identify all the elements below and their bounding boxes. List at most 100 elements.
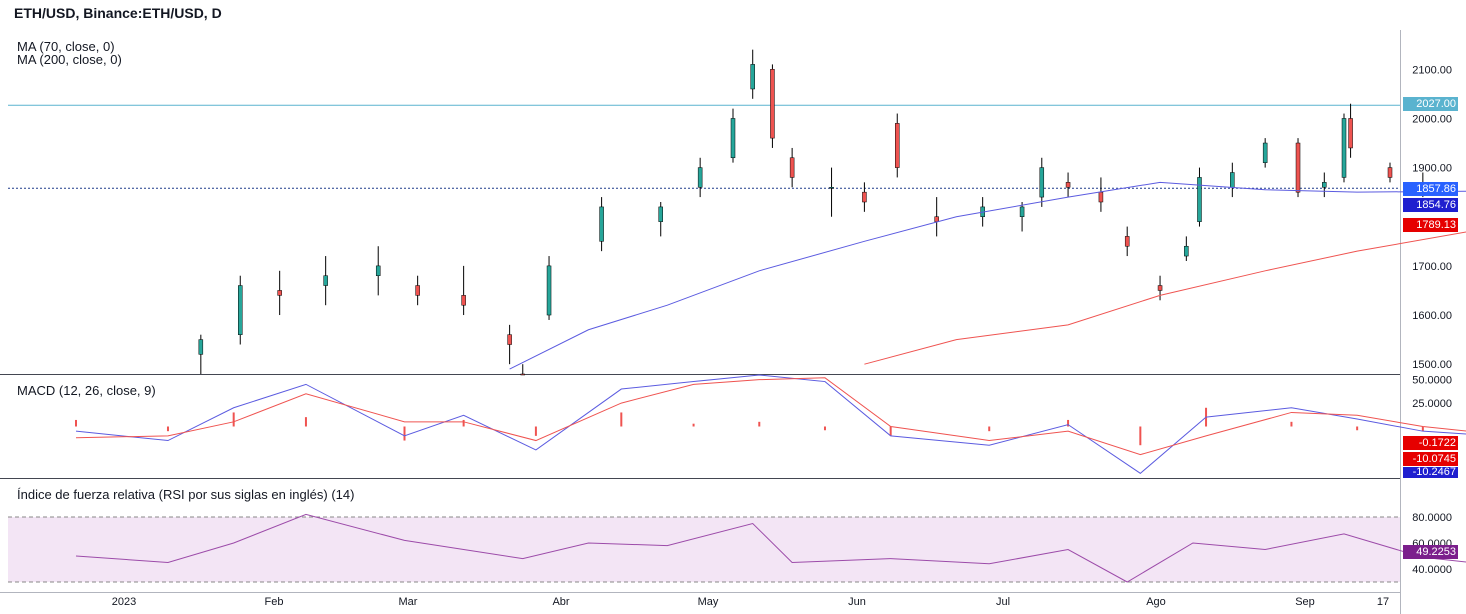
candle-body bbox=[1295, 142, 1301, 193]
candle bbox=[1262, 138, 1268, 168]
macd-line bbox=[75, 374, 1466, 474]
candle-body bbox=[323, 275, 328, 286]
candle bbox=[770, 64, 775, 148]
candle-body bbox=[1098, 191, 1104, 203]
macd-hist-tag: -0.1722 bbox=[1403, 436, 1458, 450]
time-axis[interactable]: 2023 Feb Mar Abr May Jun Jul Ago Sep 17 bbox=[112, 596, 1389, 608]
candle bbox=[277, 270, 282, 316]
candle-body bbox=[546, 265, 552, 316]
candle bbox=[658, 202, 663, 237]
candle bbox=[1065, 172, 1071, 198]
candle bbox=[730, 108, 736, 163]
macd-layer bbox=[75, 374, 1466, 474]
rsi-tick-label: 80.0000 bbox=[1412, 512, 1452, 524]
price-tick-label: 1900.00 bbox=[1412, 163, 1452, 175]
candle bbox=[789, 147, 795, 188]
candle bbox=[1039, 157, 1045, 207]
macd-legend[interactable]: MACD (12, 26, close, 9) bbox=[17, 383, 156, 398]
candle bbox=[520, 364, 526, 376]
candle-body bbox=[934, 216, 939, 222]
candle-group bbox=[198, 49, 1426, 376]
candle-body bbox=[375, 265, 381, 276]
time-tick-label: May bbox=[698, 596, 719, 608]
candle-body bbox=[1348, 118, 1353, 149]
candle bbox=[895, 113, 900, 178]
candle bbox=[323, 256, 328, 306]
ma70-legend[interactable]: MA (70, close, 0) bbox=[17, 39, 115, 54]
rsi-line bbox=[75, 513, 1466, 583]
candle bbox=[198, 334, 204, 374]
candle bbox=[1184, 236, 1189, 261]
macd-axis[interactable]: 50.0000 25.0000 bbox=[1412, 375, 1452, 410]
candle bbox=[1157, 275, 1163, 301]
price-axis[interactable]: 2100.00 2000.00 1900.00 1700.00 1600.00 1500.… bbox=[1412, 64, 1452, 371]
candle-body bbox=[658, 206, 663, 222]
candle-body bbox=[507, 334, 512, 345]
candle bbox=[1124, 226, 1130, 257]
ma200-line bbox=[864, 231, 1466, 365]
time-tick-label: Sep bbox=[1295, 596, 1315, 608]
rsi-legend[interactable]: Índice de fuerza relativa (RSI por sus s… bbox=[17, 487, 355, 502]
ma70-line bbox=[509, 181, 1466, 370]
candle-body bbox=[789, 157, 795, 178]
candle bbox=[1295, 138, 1301, 198]
ma70-price-tag: 1854.76 bbox=[1403, 198, 1458, 212]
rsi-layer bbox=[75, 513, 1466, 583]
resistance-price-tag: 2027.00 bbox=[1403, 97, 1458, 111]
price-tick-label: 1700.00 bbox=[1412, 261, 1452, 273]
candle-body bbox=[1262, 142, 1268, 163]
candle-body bbox=[520, 373, 526, 376]
rsi-value-tag: 49.2253 bbox=[1403, 545, 1458, 559]
candle-body bbox=[697, 167, 703, 188]
candle-body bbox=[1341, 118, 1347, 178]
price-tick-label: 1500.00 bbox=[1412, 359, 1452, 371]
candle-body bbox=[415, 285, 420, 296]
candle bbox=[1341, 113, 1347, 183]
candle bbox=[697, 157, 703, 198]
last-price-tag: 1857.86 bbox=[1403, 182, 1458, 196]
signal-line bbox=[75, 377, 1466, 456]
price-tick-label: 1600.00 bbox=[1412, 310, 1452, 322]
candle-body bbox=[1230, 172, 1235, 188]
candle bbox=[862, 182, 867, 212]
candle bbox=[1197, 167, 1202, 227]
candle-body bbox=[1157, 285, 1163, 291]
candle-body bbox=[599, 206, 604, 242]
candle-body bbox=[730, 118, 736, 159]
ma200-price-tag: 1789.13 bbox=[1403, 218, 1458, 232]
candle-body bbox=[1322, 182, 1327, 188]
moving-average-layer bbox=[509, 181, 1466, 370]
time-tick-label: Jul bbox=[996, 596, 1010, 608]
candle bbox=[415, 275, 420, 306]
candle bbox=[238, 275, 243, 345]
candle bbox=[507, 324, 512, 365]
candle-body bbox=[750, 64, 755, 90]
price-tick-label: 2100.00 bbox=[1412, 64, 1452, 76]
candle-body bbox=[1124, 236, 1130, 247]
candle bbox=[461, 265, 466, 316]
candle bbox=[1348, 103, 1353, 158]
chart-title: ETH/USD, Binance:ETH/USD, D bbox=[14, 5, 222, 21]
macd-tick-label: 50.0000 bbox=[1412, 375, 1452, 387]
candle-body bbox=[277, 290, 282, 296]
candle-body bbox=[1184, 245, 1189, 257]
candle bbox=[375, 246, 381, 296]
macd-signal-tag: -10.0745 bbox=[1403, 452, 1458, 466]
candle-body bbox=[895, 123, 900, 168]
candle bbox=[1322, 172, 1327, 198]
candle-body bbox=[238, 285, 243, 335]
ma200-legend[interactable]: MA (200, close, 0) bbox=[17, 52, 122, 67]
candle bbox=[1019, 202, 1025, 232]
rsi-band bbox=[8, 517, 1400, 582]
price-tick-label: 2000.00 bbox=[1412, 113, 1452, 125]
time-tick-label: 17 bbox=[1377, 596, 1389, 608]
time-tick-label: Mar bbox=[399, 596, 418, 608]
candle-body bbox=[1039, 167, 1045, 198]
time-tick-label: Feb bbox=[265, 596, 284, 608]
time-tick-label: 2023 bbox=[112, 596, 136, 608]
candle-body bbox=[1197, 177, 1202, 222]
candle bbox=[1387, 162, 1393, 183]
